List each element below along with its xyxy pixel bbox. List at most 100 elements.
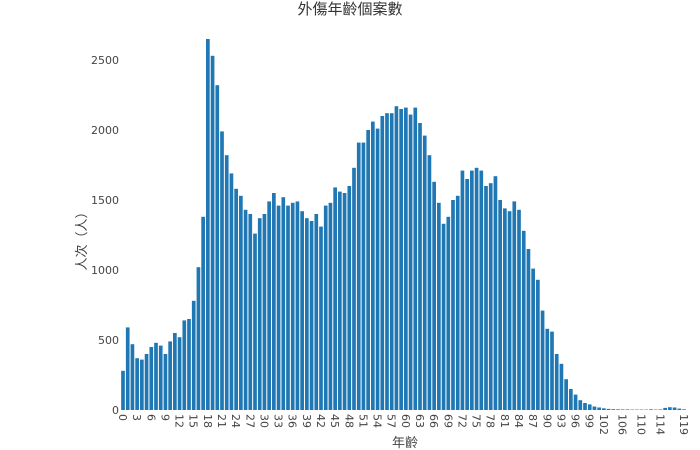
x-tick-label: 69 (441, 414, 454, 428)
bar-age-83 (512, 201, 517, 410)
bar-age-32 (272, 193, 276, 410)
bar-age-86 (526, 249, 531, 410)
x-tick-label: 0 (116, 414, 129, 421)
x-tick-label: 78 (484, 414, 497, 428)
bar-age-41 (314, 214, 319, 410)
y-axis-title: 人次（人） (74, 205, 90, 270)
chart-title: 外傷年齡個案數 (297, 0, 402, 18)
bar-age-59 (399, 109, 403, 410)
x-tick-label: 102 (597, 414, 610, 435)
x-tick-label: 90 (540, 414, 553, 428)
bar-age-21 (220, 131, 224, 410)
bar-age-30 (262, 214, 267, 410)
x-tick-label: 21 (215, 414, 228, 428)
bar-age-75 (474, 167, 479, 410)
x-tick-label: 106 (616, 414, 629, 435)
bar-age-47 (342, 193, 347, 410)
bar-age-20 (215, 85, 220, 410)
bar-age-48 (347, 186, 352, 410)
x-tick-label: 96 (569, 414, 582, 428)
bar-age-63 (418, 123, 422, 410)
bar-age-88 (536, 279, 540, 410)
bar-age-11 (173, 333, 177, 410)
bar-age-57 (389, 113, 394, 410)
bar-age-72 (460, 170, 465, 410)
bar-age-69 (446, 216, 451, 410)
x-tick-label: 110 (635, 414, 648, 435)
bar-age-22 (224, 155, 229, 410)
x-tick-label: 9 (158, 414, 171, 421)
x-tick-label: 99 (583, 414, 596, 428)
bar-age-100 (592, 406, 597, 410)
x-tick-label: 6 (144, 414, 157, 421)
bar-age-34 (281, 197, 286, 410)
bar-age-89 (540, 310, 545, 410)
bar-age-49 (352, 167, 356, 410)
x-tick-label: 84 (512, 414, 525, 428)
x-tick-label: 60 (399, 414, 412, 428)
bar-age-117 (672, 407, 677, 410)
bar-age-78 (488, 183, 493, 410)
bar-age-92 (554, 354, 559, 410)
bar-age-6 (149, 347, 154, 410)
y-tick-label: 2000 (91, 124, 119, 137)
bar-age-79 (493, 176, 498, 410)
bar-age-104 (611, 409, 616, 410)
bar-age-24 (234, 188, 238, 410)
x-tick-label: 24 (229, 414, 242, 428)
bar-age-112 (649, 409, 653, 410)
bar-age-81 (503, 208, 507, 410)
bar-age-84 (517, 209, 521, 410)
bar-age-16 (196, 267, 201, 410)
bar-age-38 (300, 211, 304, 410)
bar-age-25 (239, 195, 243, 410)
x-tick-label: 18 (201, 414, 214, 428)
bar-age-94 (564, 379, 568, 410)
bar-age-107 (625, 409, 630, 410)
x-tick-label: 27 (243, 414, 256, 428)
bar-age-5 (144, 354, 149, 410)
bar-age-50 (356, 142, 361, 410)
x-tick-label: 87 (526, 414, 539, 428)
y-tick-label: 1000 (91, 264, 119, 277)
x-tick-label: 36 (286, 414, 299, 428)
bar-age-61 (408, 114, 413, 410)
bar-age-3 (135, 358, 139, 410)
bar-age-101 (597, 407, 601, 410)
bar-age-40 (309, 221, 314, 410)
bar-age-29 (257, 218, 262, 410)
x-tick-label: 15 (187, 414, 200, 428)
x-tick-label: 42 (314, 414, 327, 428)
bar-age-118 (677, 408, 682, 410)
bar-age-56 (385, 113, 389, 410)
bar-age-76 (479, 170, 484, 410)
bar-age-97 (578, 400, 583, 410)
x-ticks-group: 0 3 6 9 12 15 18 21 24 27 30 33 36 39 42 45 48 51 54 57 60 63… (116, 414, 690, 435)
bar-age-55 (380, 116, 385, 410)
bar-age-98 (583, 403, 587, 410)
bar-age-80 (498, 200, 502, 410)
bar-age-51 (361, 142, 366, 410)
y-tick-label: 0 (112, 404, 119, 417)
bar-age-114 (658, 409, 663, 410)
bar-age-52 (366, 130, 370, 410)
bar-age-37 (295, 201, 300, 410)
bar-age-93 (559, 363, 564, 410)
bar-age-87 (531, 268, 535, 410)
bar-age-103 (606, 408, 611, 410)
x-tick-label: 63 (413, 414, 426, 428)
y-tick-label: 500 (98, 334, 119, 347)
bar-age-33 (276, 205, 281, 410)
bar-age-10 (168, 341, 172, 410)
x-tick-label: 51 (356, 414, 369, 428)
bar-age-31 (267, 201, 271, 410)
x-tick-label: 30 (257, 414, 270, 428)
bar-age-67 (437, 202, 441, 410)
x-tick-label: 75 (470, 414, 483, 428)
bar-age-85 (521, 230, 526, 410)
x-tick-label: 57 (385, 414, 398, 428)
x-tick-label: 33 (272, 414, 285, 428)
bar-age-66 (432, 181, 436, 410)
bar-age-54 (375, 128, 380, 410)
bar-age-0 (121, 370, 125, 410)
